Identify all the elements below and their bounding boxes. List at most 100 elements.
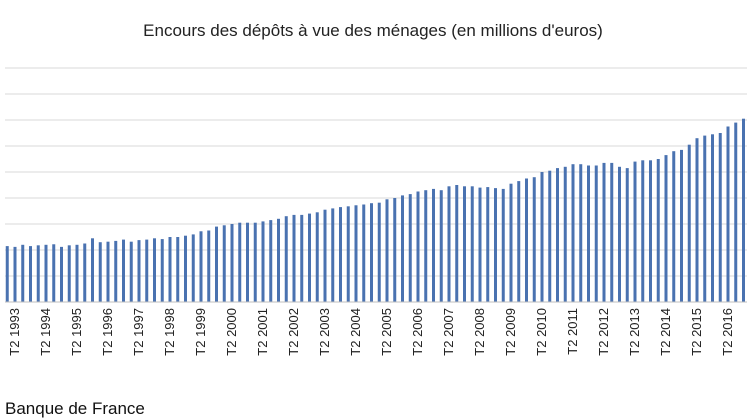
bar [168,237,172,302]
bar [269,220,273,302]
x-tick-label: T2 2001 [255,308,270,356]
bar [21,244,25,302]
bar [83,243,87,302]
x-tick-label: T2 2002 [286,308,301,356]
bar [711,134,714,302]
bar [261,221,265,302]
bar [463,186,466,302]
bar [478,187,482,302]
bar [385,199,389,302]
bar [52,244,56,302]
bar [277,218,280,302]
bar [13,246,17,302]
bar [587,165,590,302]
bar [199,231,203,302]
bar [253,222,257,302]
bar [75,244,79,302]
bar [215,226,218,302]
bar [129,241,133,302]
bar [114,240,118,302]
x-tick-label: T2 2003 [317,308,332,356]
bar [362,204,366,302]
bar [308,213,311,302]
bar [439,190,443,302]
bar [517,181,521,302]
bar [176,237,180,302]
bar [44,244,48,302]
bar [292,214,296,302]
bar [594,165,598,302]
x-tick-label: T2 2007 [441,308,456,356]
bar [91,238,94,302]
bar [408,194,412,302]
bar [718,133,722,302]
bar [563,166,567,302]
bar [672,151,676,302]
bar [184,235,187,302]
bar [315,212,319,302]
bar [323,209,327,302]
bar [548,170,552,302]
bar [60,246,63,302]
bar [687,144,691,302]
bar [618,166,621,302]
bar [695,138,699,302]
bar [432,188,435,302]
bar [230,224,234,302]
bar [486,187,490,302]
bar [416,191,420,302]
bar [509,183,513,302]
x-tick-label: T2 2013 [627,308,642,356]
bar [222,225,226,302]
bar [370,203,373,302]
x-tick-label: T2 1994 [38,308,53,356]
bar [641,160,645,302]
bar [579,164,583,302]
x-tick-label: T2 2000 [224,308,239,356]
bar [501,188,505,302]
bar [401,195,404,302]
x-tick-label: T2 1999 [193,308,208,356]
bar [424,190,428,302]
bar [393,198,397,302]
bar [525,178,528,302]
x-tick-label: T2 1997 [131,308,146,356]
bar [331,208,335,302]
bar [137,240,141,302]
bar [106,241,110,302]
bar [602,162,606,302]
bar [532,177,536,302]
bar [610,162,614,302]
x-tick-label: T2 1995 [69,308,84,356]
x-tick-label: T2 2008 [472,308,487,356]
bar [246,222,249,302]
bar [377,202,381,302]
x-tick-label: T2 2016 [720,308,735,356]
bar [354,205,358,302]
bar [726,126,730,302]
x-tick-label: T2 2009 [503,308,518,356]
bar [36,245,40,302]
bar [633,161,637,302]
bar [470,186,474,302]
bar [67,245,71,302]
bar [153,238,156,302]
bar [98,242,102,302]
bar [339,207,342,302]
bar [734,122,738,302]
bar [742,118,745,302]
bar [571,164,575,302]
bar [191,234,195,302]
bar [455,185,459,302]
x-tick-label: T2 1998 [162,308,177,356]
bar [145,239,149,302]
x-tick-label: T2 2006 [410,308,425,356]
x-tick-label: T2 2005 [379,308,394,356]
bar [5,246,9,302]
bar [703,135,707,302]
bar [656,159,660,302]
bar [447,186,451,302]
bar [238,222,242,302]
bar [29,246,32,302]
